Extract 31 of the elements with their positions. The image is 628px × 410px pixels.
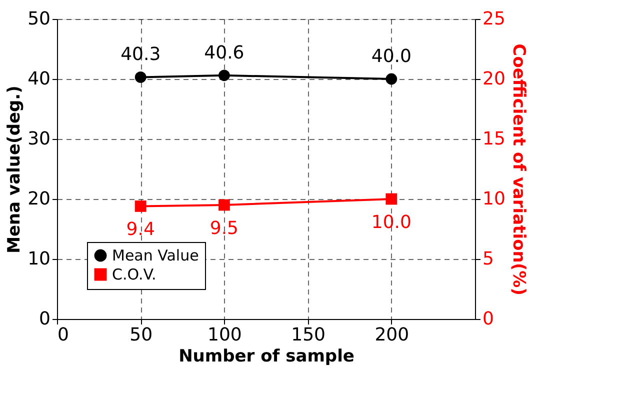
x-axis-title: Number of sample xyxy=(178,346,354,366)
x-tick-label: 50 xyxy=(130,324,153,346)
y-axis-title: Mena value(deg.) xyxy=(4,86,25,254)
point xyxy=(134,200,146,212)
y2-tick-label: 10 xyxy=(482,188,506,210)
y2-tick-label: 5 xyxy=(482,248,494,270)
y2-tick-label: 0 xyxy=(482,308,494,330)
x-tick-label: 0 xyxy=(58,324,69,346)
point xyxy=(386,193,398,205)
data-label: 9.4 xyxy=(126,219,155,240)
data-label: 40.6 xyxy=(204,42,244,64)
x-tick-label: 150 xyxy=(291,324,326,346)
y-tick-label: 20 xyxy=(28,188,50,210)
y2-axis-title: Coefficient of variation(%) xyxy=(508,44,528,296)
y2-tick-label: 15 xyxy=(482,128,506,150)
y-tick-label: 50 xyxy=(28,8,50,30)
data-label: 40.3 xyxy=(120,44,161,66)
y-tick-label: 0 xyxy=(39,308,50,330)
y-tick-label: 30 xyxy=(28,128,50,150)
legend-label: C.O.V. xyxy=(112,266,156,284)
y-tick-label: 10 xyxy=(28,248,50,270)
data-label: 9.5 xyxy=(210,218,239,239)
data-label: 40.0 xyxy=(371,46,412,67)
y2-tick-label: 20 xyxy=(482,68,506,90)
y2-tick-label: 25 xyxy=(482,8,506,30)
data-label: 10.0 xyxy=(371,212,412,233)
x-tick-label: 100 xyxy=(208,324,242,346)
legend-label: Mean Value xyxy=(112,246,199,264)
y-tick-label: 40 xyxy=(28,68,50,90)
point xyxy=(218,199,230,211)
x-tick-label: 200 xyxy=(374,324,410,346)
